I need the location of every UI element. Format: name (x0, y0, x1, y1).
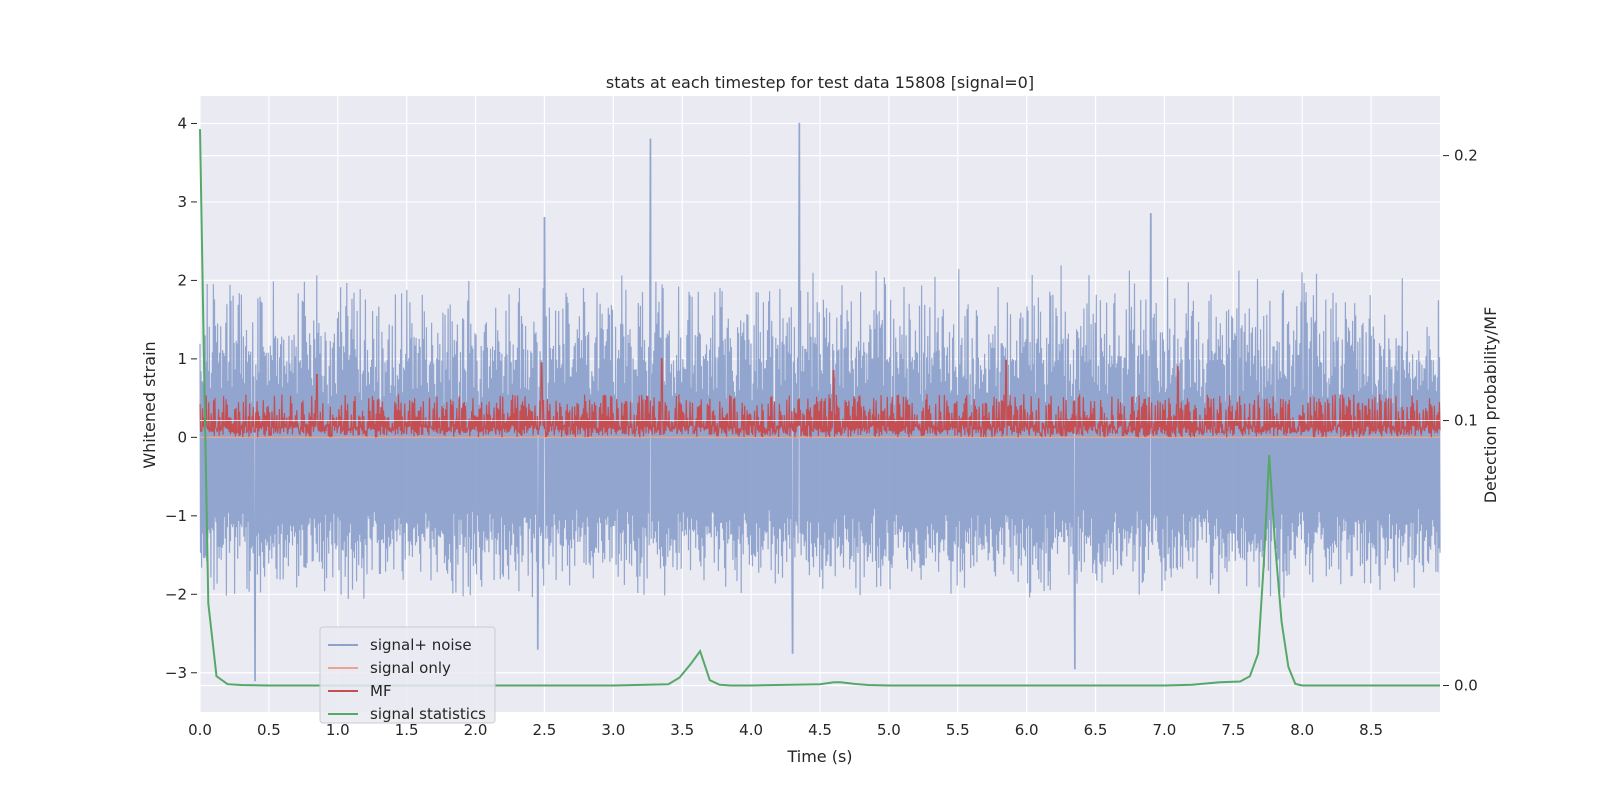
y2-tick-label: 0.1 (1454, 412, 1478, 430)
x-tick-label: 0.0 (188, 721, 212, 739)
x-tick-label: 0.5 (257, 721, 281, 739)
x-tick-label: 6.0 (1015, 721, 1039, 739)
x-axis-ticks: 0.0 0.5 1.0 1.5 2.0 2.5 3.0 3.5 4.0 4.5 5.0 5.5 6.0 6… (188, 721, 1383, 739)
legend-box (319, 626, 496, 724)
x-tick-label: 7.5 (1221, 721, 1245, 739)
series-signal-statistics (199, 129, 1440, 687)
y-tick-label: −3 (165, 664, 187, 682)
x-tick-label: 2.5 (533, 721, 557, 739)
x-tick-label: 3.0 (601, 721, 625, 739)
x-tick-label: 4.5 (808, 721, 832, 739)
y2-tick-label: 0.0 (1454, 677, 1478, 695)
series-layer (199, 122, 1441, 687)
y-tick-label: −2 (165, 585, 187, 603)
x-axis-label: Time (s) (786, 747, 852, 766)
chart-title: stats at each timestep for test data 158… (606, 73, 1034, 92)
legend-label: signal statistics (370, 705, 486, 723)
x-tick-label: 1.5 (395, 721, 419, 739)
y-axis-label: Whitened strain (140, 341, 159, 468)
legend-label: signal only (370, 659, 451, 677)
series-mf (199, 358, 1441, 438)
y2-axis-ticks: 0.0 0.1 0.2 (1443, 147, 1478, 695)
x-tick-label: 5.0 (877, 721, 901, 739)
y-tick-label: 3 (177, 193, 187, 211)
y-tick-label: 2 (177, 271, 187, 289)
legend: signal+ noise signal only MF signal statist… (319, 626, 496, 724)
x-tick-label: 8.5 (1359, 721, 1383, 739)
y-tick-label: 1 (177, 350, 187, 368)
y-tick-label: 0 (177, 428, 187, 446)
x-tick-label: 5.5 (946, 721, 970, 739)
x-tick-label: 2.0 (464, 721, 488, 739)
y2-axis-label: Detection probability/MF (1481, 307, 1500, 504)
legend-label: signal+ noise (370, 636, 472, 654)
x-tick-label: 7.0 (1153, 721, 1177, 739)
x-tick-label: 6.5 (1084, 721, 1108, 739)
x-tick-label: 4.0 (739, 721, 763, 739)
x-tick-label: 3.5 (670, 721, 694, 739)
y-tick-label: 4 (177, 114, 187, 132)
y2-tick-label: 0.2 (1454, 147, 1478, 165)
x-tick-label: 8.0 (1290, 721, 1314, 739)
legend-label: MF (370, 682, 392, 700)
y-tick-label: −1 (165, 507, 187, 525)
x-tick-label: 1.0 (326, 721, 350, 739)
series-signal-noise (199, 122, 1441, 682)
y-axis-ticks: −3 −2 −1 0 1 2 3 4 (165, 114, 197, 682)
